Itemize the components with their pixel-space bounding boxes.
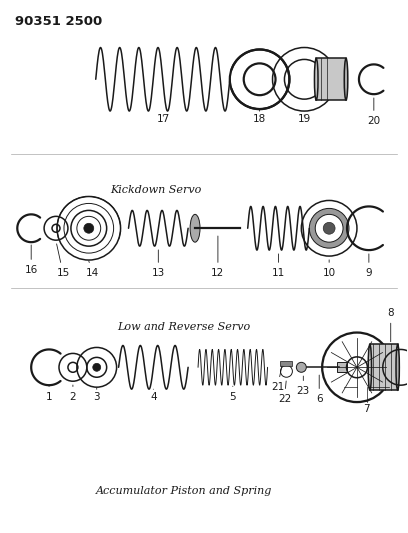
Text: 10: 10: [323, 260, 336, 278]
Text: 14: 14: [86, 261, 100, 278]
Text: 23: 23: [297, 376, 310, 396]
Text: 3: 3: [93, 388, 100, 402]
Text: 90351 2500: 90351 2500: [15, 15, 102, 28]
Circle shape: [93, 364, 101, 372]
Text: Kickdown Servo: Kickdown Servo: [110, 185, 201, 195]
Text: 4: 4: [150, 389, 157, 402]
Ellipse shape: [368, 344, 372, 390]
Text: 5: 5: [229, 386, 236, 402]
Text: 20: 20: [367, 98, 380, 126]
Bar: [280, 361, 293, 366]
Text: 19: 19: [298, 114, 311, 124]
Text: Low and Reverse Servo: Low and Reverse Servo: [117, 322, 251, 333]
Bar: [337, 362, 347, 372]
Circle shape: [309, 208, 349, 248]
Text: 21: 21: [271, 366, 284, 392]
Text: 16: 16: [24, 245, 38, 275]
Text: Accumulator Piston and Spring: Accumulator Piston and Spring: [95, 487, 272, 496]
Text: 11: 11: [272, 254, 285, 278]
Circle shape: [296, 362, 306, 372]
Ellipse shape: [396, 344, 399, 390]
Ellipse shape: [190, 214, 200, 242]
Text: 8: 8: [388, 308, 394, 342]
Text: 12: 12: [211, 236, 224, 278]
Circle shape: [84, 223, 94, 233]
Circle shape: [323, 222, 335, 234]
Text: 15: 15: [56, 244, 70, 278]
Text: 17: 17: [157, 114, 170, 124]
Bar: [316, 59, 346, 100]
Text: 2: 2: [70, 385, 76, 402]
Text: 1: 1: [46, 385, 52, 402]
Text: 18: 18: [253, 110, 266, 124]
Circle shape: [315, 214, 343, 242]
Text: 9: 9: [366, 254, 372, 278]
Text: 22: 22: [278, 381, 291, 404]
Text: 13: 13: [152, 250, 165, 278]
Ellipse shape: [315, 59, 318, 100]
Text: 7: 7: [364, 401, 370, 414]
Text: 6: 6: [316, 375, 322, 404]
Ellipse shape: [344, 59, 348, 100]
Bar: [370, 344, 398, 390]
